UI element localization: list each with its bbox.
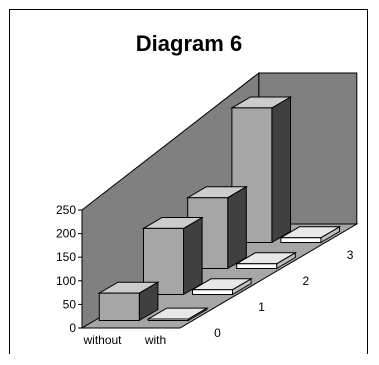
y-tick-label: 150 [56, 250, 76, 264]
y-tick-label: 0 [69, 321, 76, 335]
without-bar-side-1 [183, 216, 203, 296]
chart-title: Diagram 6 [136, 31, 242, 56]
with-bar-front-3 [280, 237, 322, 243]
y-tick-label: 100 [56, 274, 76, 288]
with-bar-front-1 [192, 289, 233, 295]
chart-axes [78, 209, 83, 329]
chart-labels: 0 50 100 150 200 250 without with 0 1 2 3 [56, 203, 354, 347]
without-bar-side-2 [227, 185, 247, 270]
y-tick-label: 200 [56, 227, 76, 241]
without-bar-front-1 [143, 227, 184, 295]
depth-label-2: 2 [303, 274, 310, 288]
chart-frame: Diagram 6 0 50 100 150 200 250 without with 0 1 2 3 [9, 9, 368, 354]
chart-svg: Diagram 6 0 50 100 150 200 250 without with 0 1 2 3 [56, 31, 359, 347]
y-tick-label: 50 [63, 297, 77, 311]
y-tick-label: 250 [56, 203, 76, 217]
depth-label-0: 0 [214, 326, 221, 340]
depth-label-1: 1 [258, 300, 265, 314]
depth-label-3: 3 [347, 248, 354, 262]
series-label-1: with [144, 333, 166, 347]
without-bar-side-3 [271, 96, 291, 244]
series-label-0: without [82, 333, 122, 347]
without-bar-front-0 [98, 292, 140, 321]
chart-bars [97, 96, 342, 322]
with-bar-front-0 [147, 318, 189, 321]
with-bar-front-2 [236, 263, 278, 269]
